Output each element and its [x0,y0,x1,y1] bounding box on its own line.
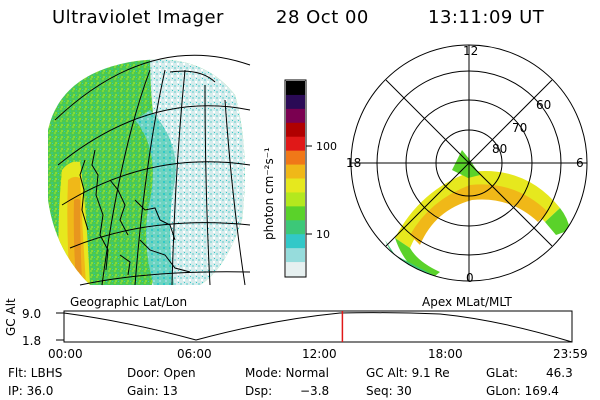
time-label: 13:11:09 UT [428,7,545,28]
lat-label-70: 70 [512,121,528,135]
colorbar-swatch [286,122,305,138]
status-seq: Seq: 30 [366,384,412,398]
status-ip: IP: 36.0 [8,384,54,398]
mlt-label-12: 12 [463,44,479,58]
lat-label-80: 80 [492,142,508,156]
status-door: Door: Open [127,366,196,380]
timeline-x-tick: 06:00 [177,347,212,361]
colorbar-swatch [286,94,305,110]
colorbar [284,79,312,278]
status-gain: Gain: 13 [127,384,178,398]
altitude-timeline [56,310,573,343]
timeline-x-tick: 00:00 [48,347,83,361]
colorbar-swatch [286,192,305,207]
geographic-caption: Geographic Lat/Lon [70,295,188,309]
timeline-x-tick: 23:59 [553,347,588,361]
timeline-x-tick: 18:00 [428,347,463,361]
colorbar-swatch [286,136,305,152]
colorbar-swatch [286,164,305,179]
colorbar-unit-label: photon cm⁻²s⁻¹ [262,147,276,240]
colorbar-swatch [286,262,305,277]
status-dsp-label: Dsp: [245,384,273,398]
colorbar-swatch [286,234,305,249]
altitude-curve [63,312,573,343]
colorbar-swatch [286,81,305,96]
colorbar-swatch [286,248,305,263]
colorbar-swatch [286,206,305,221]
status-gc-alt: GC Alt: 9.1 Re [366,366,450,380]
colorbar-tick-label: 100 [316,140,337,153]
colorbar-swatch [286,150,305,166]
geographic-image [48,54,251,286]
date-label: 28 Oct 00 [276,7,369,28]
mlt-label-0: 0 [466,271,474,285]
colorbar-swatch [286,178,305,193]
colorbar-tick-label: 10 [316,228,330,241]
timeline-y-axis-label: GC Alt [4,298,18,336]
timeline-x-tick: 12:00 [302,347,337,361]
status-mode: Mode: Normal [245,366,329,380]
colorbar-swatch [286,108,305,124]
timeline-y-tick: 9.0 [22,307,42,321]
status-glat-label: GLat: [486,366,519,380]
polar-caption: Apex MLat/MLT [422,295,512,309]
colorbar-swatch [286,220,305,235]
status-dsp-value: −3.8 [300,384,330,398]
status-filter: Flt: LBHS [8,366,63,380]
polar-image [350,44,588,282]
mlt-label-6: 6 [576,156,584,170]
timeline-frame [63,310,573,343]
lat-label-60: 60 [536,98,552,112]
status-glat-value: 46.3 [546,366,573,380]
mlt-label-18: 18 [346,156,362,170]
instrument-title: Ultraviolet Imager [52,7,224,28]
timeline-y-tick: 1.8 [22,334,42,348]
colorbar-frame [284,79,307,278]
status-glon: GLon: 169.4 [486,384,559,398]
